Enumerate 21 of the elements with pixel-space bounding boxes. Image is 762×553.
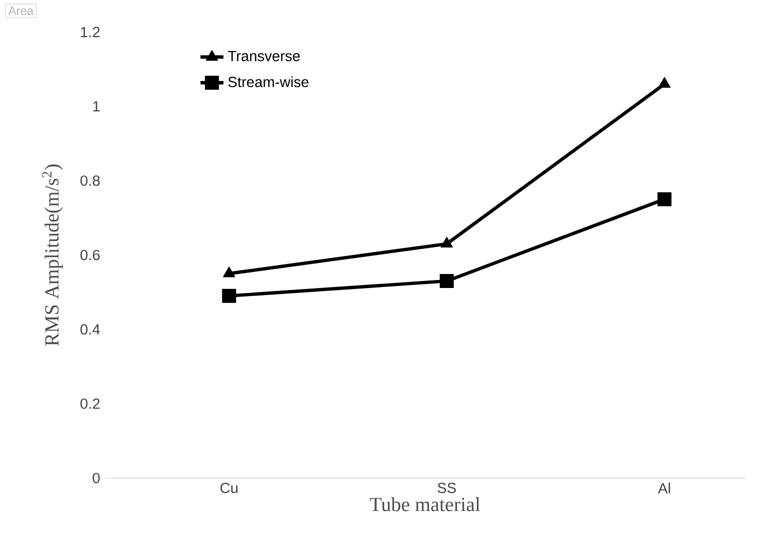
point [222,266,236,278]
legend-label: Transverse [228,50,300,62]
point [440,236,453,248]
point [440,274,454,288]
x-tick-label: Cu [220,482,238,494]
y-tick-label: 0.4 [80,324,100,335]
y-tick-label: 1 [93,101,100,112]
y-tick-label: 0.8 [80,175,100,186]
point [222,288,236,303]
y-tick-label: 1.2 [81,26,100,38]
y-tick-label: 0.6 [80,250,100,260]
y-axis-title: RMS Amplitude(m/s$^{2}$) [42,164,63,346]
x-tick-label: Al [658,482,670,494]
y-tick-label: 0 [92,472,100,484]
text: Area [8,6,34,15]
y-tick-label: 0.2 [80,398,100,409]
point [657,192,672,206]
point [658,77,671,88]
x-tick-label: SS [438,482,456,494]
legend-label: Stream-wise [228,76,308,88]
x-axis-title: Tube material [370,497,480,512]
